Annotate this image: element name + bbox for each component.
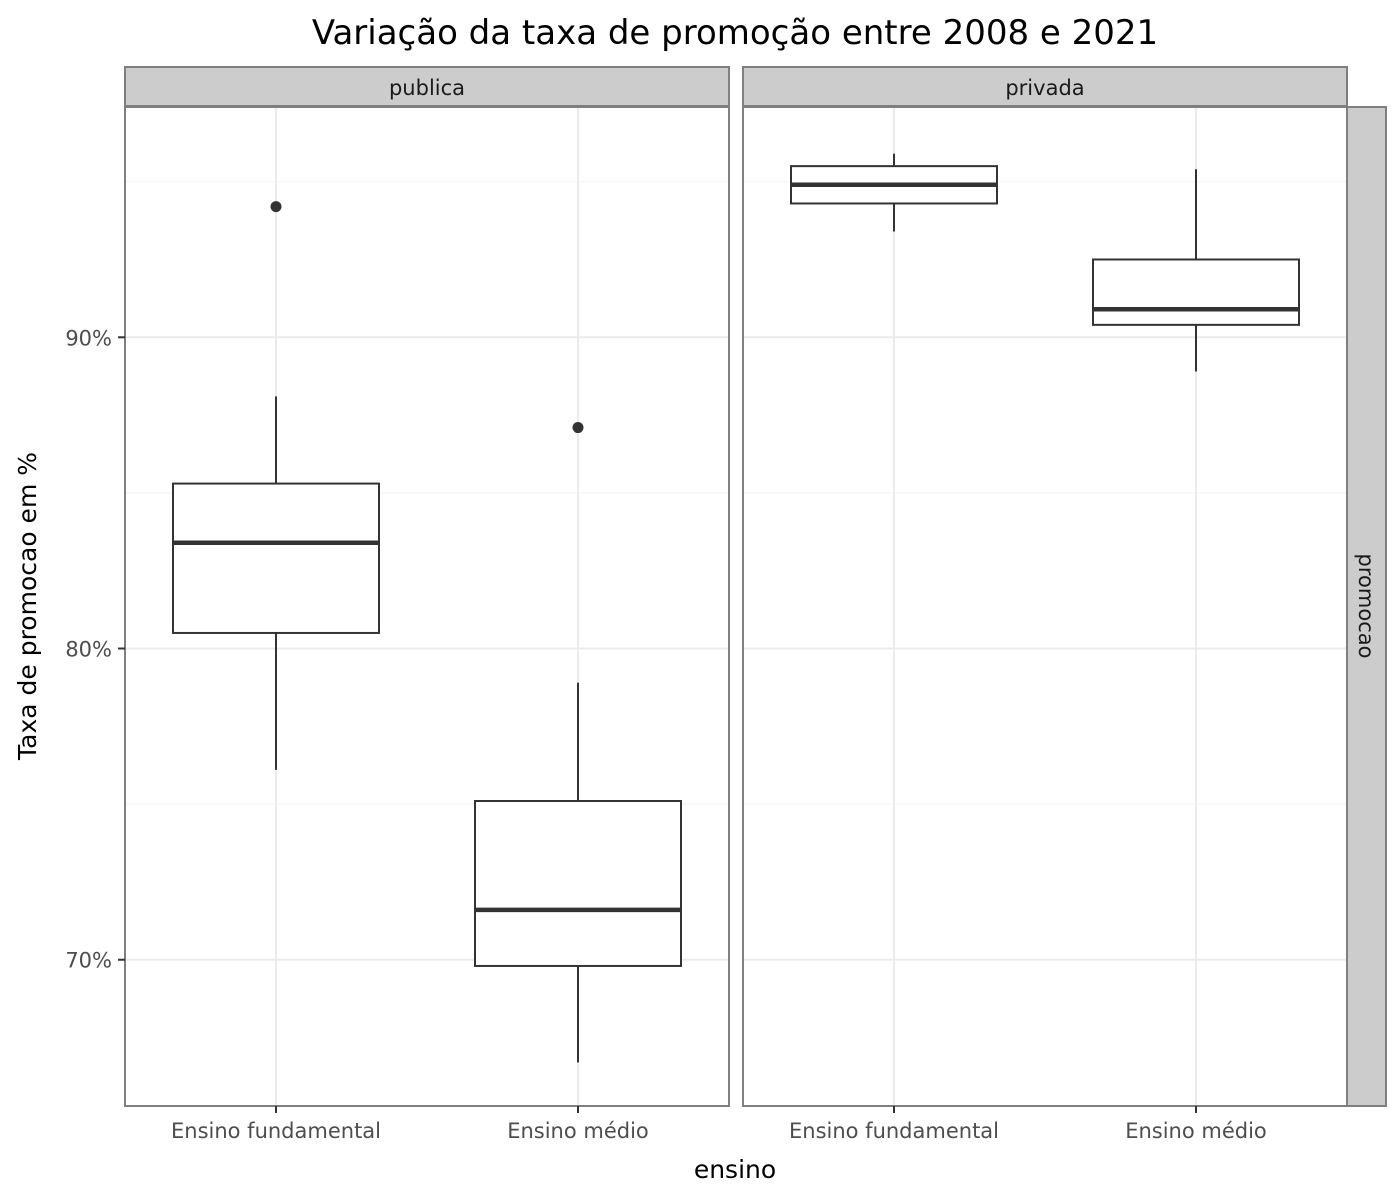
x-tick-label: Ensino fundamental: [789, 1119, 999, 1143]
box-publica-0: [172, 201, 380, 770]
panel-publica: publica Ensino fundamental Ensino médio: [124, 66, 730, 1143]
chart-title: Variação da taxa de promoção entre 2008 …: [312, 13, 1158, 53]
x-tick-label: Ensino fundamental: [171, 1119, 381, 1143]
panel-privada: privada Ensino fundamental Ensino médio: [742, 66, 1348, 1143]
x-axis-title: ensino: [694, 1155, 776, 1184]
box-publica-1: [474, 422, 682, 1063]
strip-label: privada: [1005, 76, 1084, 100]
outlier-point: [270, 201, 282, 213]
y-axis-title: Taxa de promocao em %: [13, 452, 42, 761]
y-axis: 70% 80% 90%: [65, 326, 125, 973]
panel-background: [743, 107, 1347, 1106]
box-iqr: [1092, 258, 1300, 326]
strip-label: publica: [389, 76, 465, 100]
y-tick-label: 80%: [65, 638, 112, 662]
y-tick-label: 70%: [65, 949, 112, 973]
row-facet-label: promocao: [1354, 554, 1378, 659]
box-privada-0: [790, 153, 998, 232]
y-tick-label: 90%: [65, 326, 112, 350]
outlier-point: [572, 422, 584, 434]
strip-publica: publica: [124, 66, 730, 107]
box-iqr: [172, 482, 380, 634]
strip-background: [124, 66, 730, 107]
x-tick-label: Ensino médio: [1125, 1119, 1267, 1143]
x-tick-label: Ensino médio: [507, 1119, 649, 1143]
row-facet-strip: promocao: [1346, 106, 1387, 1107]
strip-background: [742, 66, 1348, 107]
box-iqr: [474, 800, 682, 967]
box-privada-1: [1092, 169, 1300, 372]
strip-privada: privada: [742, 66, 1348, 107]
